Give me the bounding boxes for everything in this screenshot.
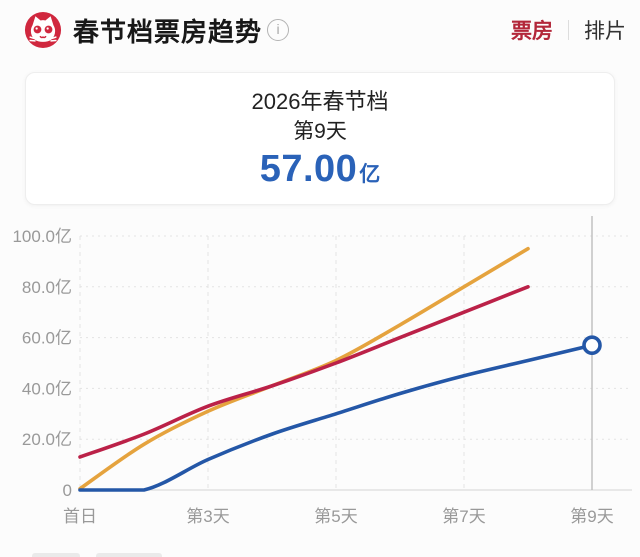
header: 春节档票房趋势 i 票房 排片 [24, 8, 626, 52]
series-blue-current-endpoint-marker [582, 335, 602, 356]
tab-divider [568, 20, 569, 40]
x-axis-tick-label: 第3天 [186, 507, 229, 526]
y-axis-tick-label: 60.0亿 [22, 329, 72, 348]
y-axis-tick-label: 20.0亿 [22, 430, 72, 449]
tab-boxoffice[interactable]: 票房 [511, 20, 553, 43]
summary-day: 第9天 [293, 119, 347, 143]
y-axis-tick-label: 40.0亿 [22, 379, 72, 398]
trend-chart: 100.0亿 80.0亿 60.0亿 40.0亿 20.0亿 0 首日 第3天 第5天 第7天 第9… [0, 210, 640, 557]
y-axis-tick-label: 0 [63, 481, 72, 500]
boxoffice-unit: 亿 [359, 162, 381, 186]
y-axis-tick-label: 80.0亿 [22, 278, 72, 297]
trend-chart-canvas: 100.0亿 80.0亿 60.0亿 40.0亿 20.0亿 0 首日 第3天 第5天 第7天 第9… [12, 216, 632, 526]
x-axis-tick-label: 第9天 [570, 507, 613, 526]
legend-item-partial [96, 553, 162, 557]
summary-season: 2026年春节档 [251, 88, 389, 114]
x-axis-tick-label: 第7天 [442, 507, 485, 526]
tab-screening[interactable]: 排片 [584, 20, 626, 43]
x-axis-tick-label: 首日 [63, 507, 97, 526]
info-icon[interactable]: i [267, 19, 290, 41]
series-blue-current-line [78, 343, 594, 492]
y-axis-tick-label: 100.0亿 [12, 227, 72, 246]
x-axis-tick-label: 第5天 [314, 507, 357, 526]
maoyan-cat-logo-icon [24, 11, 62, 49]
legend-item-partial [32, 553, 80, 557]
series-red-line [78, 285, 530, 459]
boxoffice-total-value: 57.00 [259, 147, 358, 190]
summary-card: 2026年春节档 第9天 57.00 亿 [25, 72, 615, 205]
summary-value-row: 57.00 亿 [260, 148, 381, 191]
page-title: 春节档票房趋势 [73, 16, 263, 47]
series-orange-line [78, 246, 530, 491]
legend-cutoff-strip [0, 550, 640, 557]
